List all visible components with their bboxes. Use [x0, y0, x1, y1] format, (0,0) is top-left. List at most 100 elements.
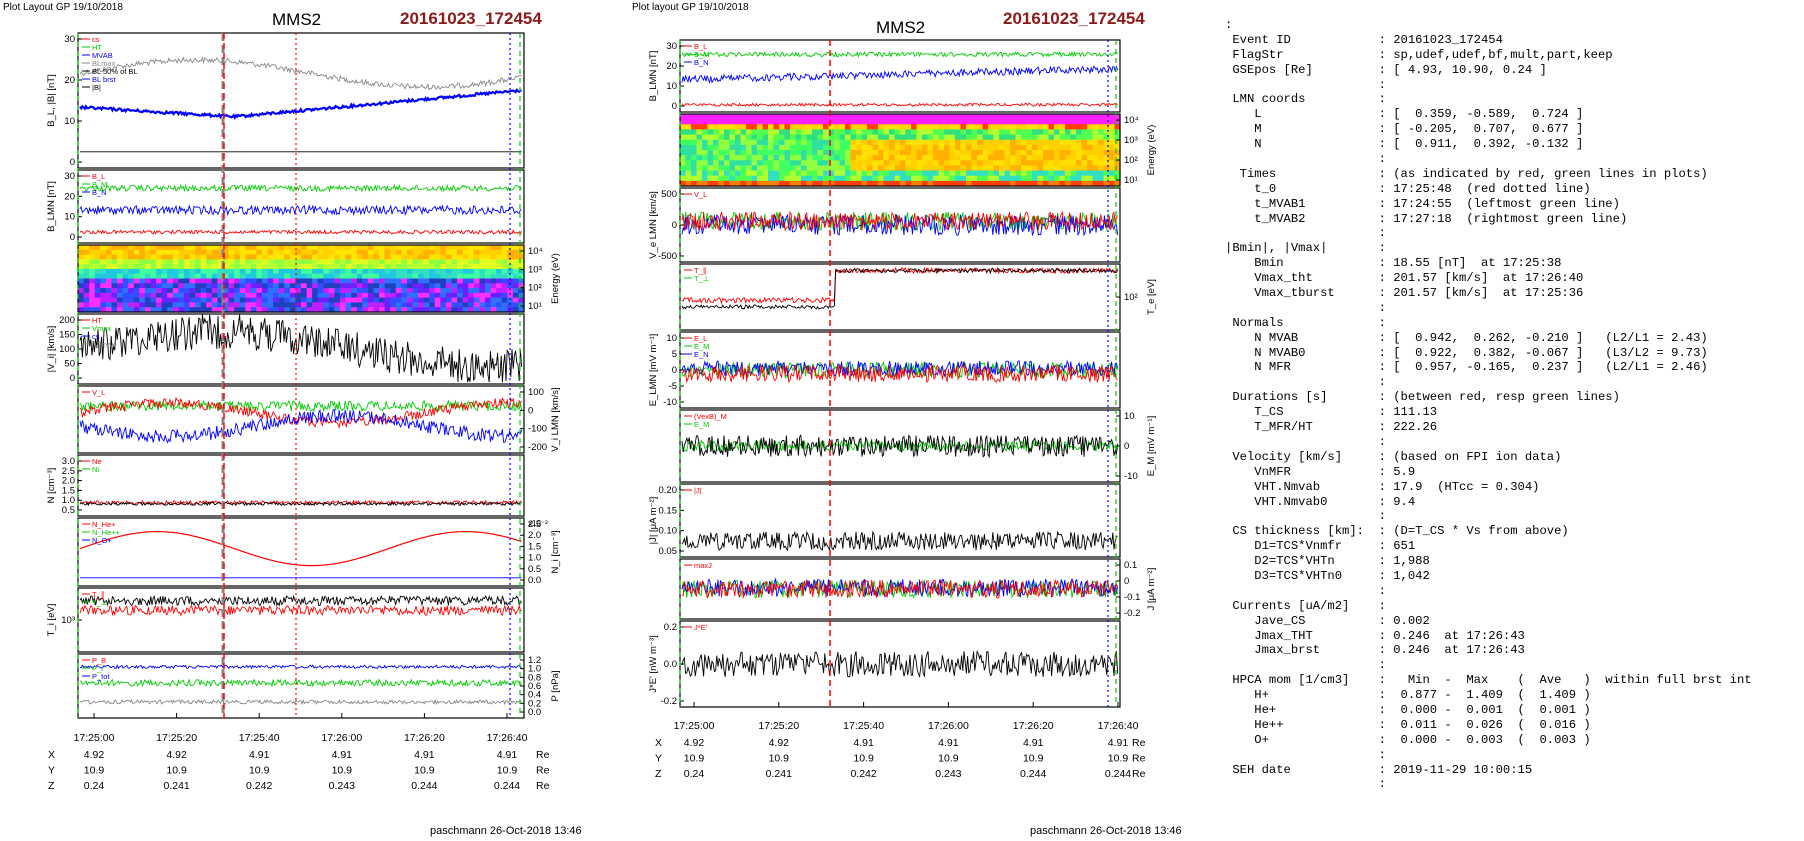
spectrogram-cell — [724, 170, 731, 177]
spectrogram-cell — [479, 302, 486, 308]
spectrogram-cell — [217, 264, 224, 270]
info-line: t_MVAB1 : 17:24:55 (leftmost green line) — [1225, 196, 1620, 211]
spectrogram-cell — [1087, 155, 1094, 161]
spectrogram-cell — [133, 245, 140, 251]
spectrogram-cell — [878, 144, 885, 151]
info-line: : — [1225, 509, 1386, 524]
spectrogram-cell — [696, 160, 703, 166]
spectrogram-cell — [988, 170, 995, 177]
series-line — [79, 229, 522, 235]
spectrogram-cell — [828, 175, 835, 182]
legend-entry: E_N — [694, 350, 709, 359]
spectrogram-cell — [211, 259, 218, 265]
spectrogram-cell — [702, 124, 709, 130]
spectrogram-cell — [351, 297, 358, 303]
spectrogram-cell — [779, 150, 786, 156]
spectrogram-cell — [345, 254, 352, 260]
spectrogram-cell — [128, 254, 135, 260]
spectrogram-cell — [289, 273, 297, 280]
y-tick-label: 0 — [1124, 441, 1129, 452]
spectrogram-cell — [1087, 165, 1094, 172]
spectrogram-cell — [195, 268, 202, 275]
spectrogram-cell — [111, 297, 118, 303]
spectrogram-cell — [988, 114, 995, 120]
y-axis-label: B_LMN [nT] — [46, 181, 57, 232]
spectrogram-cell — [768, 150, 775, 156]
spectrogram-cell — [817, 160, 824, 166]
spectrogram-cell — [301, 292, 308, 299]
spectrogram-cell — [1109, 139, 1116, 146]
spectrogram-cell — [1026, 175, 1033, 182]
legend-entry: E_M — [694, 342, 709, 351]
spectrogram-cell — [373, 254, 380, 260]
spectrogram-cell — [507, 273, 514, 280]
coord-value: 0.243 — [935, 768, 961, 780]
spectrogram-cell — [468, 268, 475, 275]
spectrogram-cell — [702, 144, 709, 151]
spectrogram-cell — [916, 139, 923, 146]
spectrogram-cell — [1015, 155, 1022, 161]
spectrogram-cell — [206, 278, 213, 284]
spectrogram-cell — [111, 283, 118, 289]
spectrogram-cell — [451, 264, 458, 270]
spectrogram-cell — [178, 292, 185, 299]
spectrogram-cell — [284, 268, 291, 275]
spectrogram-cell — [795, 175, 802, 182]
spectrogram-cell — [872, 129, 879, 136]
spectrogram-cell — [713, 129, 720, 136]
spectrogram-cell — [234, 297, 241, 303]
spectrogram-cell — [284, 302, 291, 308]
spectrogram-cell — [927, 150, 934, 156]
spectrogram-cell — [117, 254, 124, 260]
spectrogram-cell — [518, 307, 525, 313]
spectrogram-cell — [977, 134, 984, 141]
spectrogram-cell — [267, 307, 274, 313]
spectrogram-cell — [161, 297, 168, 303]
spectrogram-cell — [100, 283, 107, 289]
spectrogram-cell — [356, 288, 363, 294]
legend-entry: P_tot — [92, 672, 110, 681]
spectrogram-cell — [122, 254, 129, 260]
spectrogram-cell — [228, 259, 235, 265]
spectrogram-cell — [1087, 139, 1094, 146]
spectrogram-cell — [122, 288, 129, 294]
spectrogram-cell — [988, 119, 995, 125]
spectrogram-cell — [156, 249, 163, 256]
spectrogram-cell — [812, 134, 819, 141]
x-tick-label: 17:26:20 — [1013, 720, 1054, 732]
spectrogram-cell — [83, 259, 90, 265]
spectrogram-cell — [718, 114, 725, 120]
info-line: D2=TCS*VHTn : 1,988 — [1225, 554, 1430, 569]
spectrogram-cell — [966, 160, 973, 166]
legend-entry: N_He+ — [92, 520, 116, 529]
spectrogram-cell — [817, 129, 824, 136]
spectrogram-cell — [944, 170, 951, 177]
spectrogram-cell — [1103, 175, 1110, 182]
spectrogram-cell — [773, 175, 780, 182]
spectrogram-cell — [423, 264, 430, 270]
spectrogram-cell — [801, 175, 808, 182]
spectrogram-cell — [850, 119, 857, 125]
spectrogram-cell — [223, 278, 230, 284]
spectrogram-cell — [434, 307, 441, 313]
spectrogram-cell — [740, 124, 747, 130]
spectrogram-cell — [867, 124, 874, 130]
spectrogram-cell — [768, 155, 775, 161]
spectrogram-cell — [312, 273, 319, 280]
spectrogram-cell — [1048, 134, 1055, 141]
spectrogram-cell — [189, 245, 196, 251]
spectrogram-cell — [691, 155, 698, 161]
spectrogram-cell — [916, 165, 923, 172]
spectrogram-cell — [451, 297, 458, 303]
y-tick-label: 2.5 — [528, 519, 541, 530]
spectrogram-cell — [195, 249, 202, 256]
spectrogram-cell — [418, 259, 425, 265]
spectrogram-cell — [412, 302, 419, 308]
info-line: N MVAB : [ 0.942, 0.262, -0.210 ] (L2/L1… — [1225, 330, 1708, 345]
spectrogram-cell — [356, 278, 363, 284]
spectrogram-cell — [938, 150, 945, 156]
spectrogram-cell — [971, 165, 978, 172]
spectrogram-cell — [479, 245, 486, 251]
spectrogram-cell — [479, 264, 486, 270]
spectrogram-cell — [206, 249, 213, 256]
